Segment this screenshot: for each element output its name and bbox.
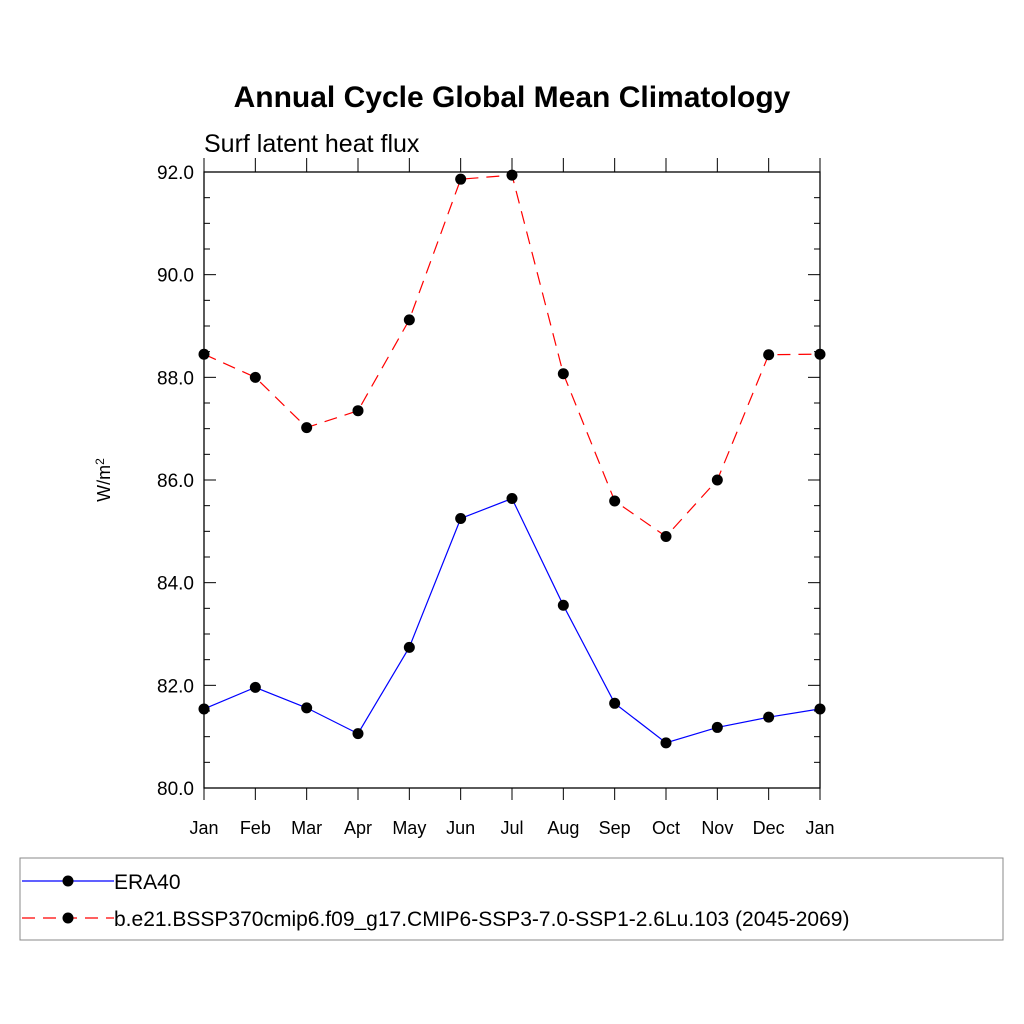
y-tick-label: 84.0 xyxy=(157,574,194,595)
plot-frame xyxy=(203,171,821,789)
series-1-point xyxy=(455,513,467,524)
series-1-point xyxy=(249,681,261,693)
chart-title: Annual Cycle Global Mean Climatology xyxy=(234,81,791,114)
series-2-point xyxy=(352,405,364,417)
series-2-point xyxy=(660,530,672,542)
x-tick-label: Jan xyxy=(805,818,834,838)
series-line-1 xyxy=(203,497,821,744)
y-tick-label: 88.0 xyxy=(157,368,194,389)
x-tick-label: Apr xyxy=(344,818,372,838)
legend-label-1: ERA40 xyxy=(114,871,181,894)
y-axis-label-superscript: 2 xyxy=(93,458,107,465)
series-2-point xyxy=(557,368,569,380)
x-tick-label: Dec xyxy=(753,818,785,838)
x-tick-label: Mar xyxy=(291,818,322,838)
series-1-point xyxy=(557,599,569,611)
y-axis-label-base: W/m xyxy=(94,465,114,502)
series-1-point xyxy=(352,728,364,740)
series-line-2 xyxy=(203,174,821,538)
axis-ticks: 80.0 82.0 84.0 86.0 88.0 90.0 92.0 Jan Feb Mar Apr… xyxy=(157,158,835,838)
legend-box xyxy=(19,857,1004,941)
series-1-point xyxy=(763,711,775,723)
x-tick-label: Jul xyxy=(500,818,523,838)
x-tick-label: Jun xyxy=(446,818,475,838)
series-1-point xyxy=(711,721,723,733)
x-tick-label: Jan xyxy=(189,818,218,838)
series-2-point xyxy=(814,348,826,360)
x-tick-label: Sep xyxy=(599,818,631,838)
series-2-point xyxy=(249,371,261,383)
series-2-point xyxy=(301,422,313,434)
y-tick-label: 86.0 xyxy=(157,471,194,492)
series-1-point xyxy=(814,703,826,715)
x-tick-label: Oct xyxy=(652,818,680,838)
series-2-point xyxy=(763,349,775,361)
series-2-point xyxy=(455,173,467,185)
series-1-point xyxy=(198,703,210,715)
legend-marker-2 xyxy=(62,912,74,924)
series-1-point xyxy=(609,697,621,709)
y-tick-label: 90.0 xyxy=(157,266,194,287)
series-1-point xyxy=(301,702,313,714)
series-2-point xyxy=(609,495,621,507)
legend: ERA40 b.e21.BSSP370cmip6.f09_g17.CMIP6-SS… xyxy=(22,871,849,931)
series-layer xyxy=(198,169,826,749)
y-tick-label: 92.0 xyxy=(157,163,194,184)
series-1-point xyxy=(660,737,672,749)
series-2-point xyxy=(711,474,723,486)
y-tick-label: 82.0 xyxy=(157,676,194,697)
series-2-point xyxy=(198,348,210,360)
legend-label-2: b.e21.BSSP370cmip6.f09_g17.CMIP6-SSP3-7.… xyxy=(114,908,849,931)
x-tick-label: Aug xyxy=(547,818,579,838)
series-2-point xyxy=(506,169,518,181)
y-axis-label: W/m2 xyxy=(93,458,114,502)
series-1-point xyxy=(403,641,415,653)
series-1-point xyxy=(506,492,518,504)
x-tick-label: Feb xyxy=(240,818,271,838)
y-tick-label: 80.0 xyxy=(157,779,194,800)
legend-marker-1 xyxy=(62,875,74,887)
x-tick-label: May xyxy=(392,818,426,838)
series-2-point xyxy=(403,314,415,326)
chart-subtitle: Surf latent heat flux xyxy=(204,130,420,158)
x-tick-label: Nov xyxy=(701,818,733,838)
